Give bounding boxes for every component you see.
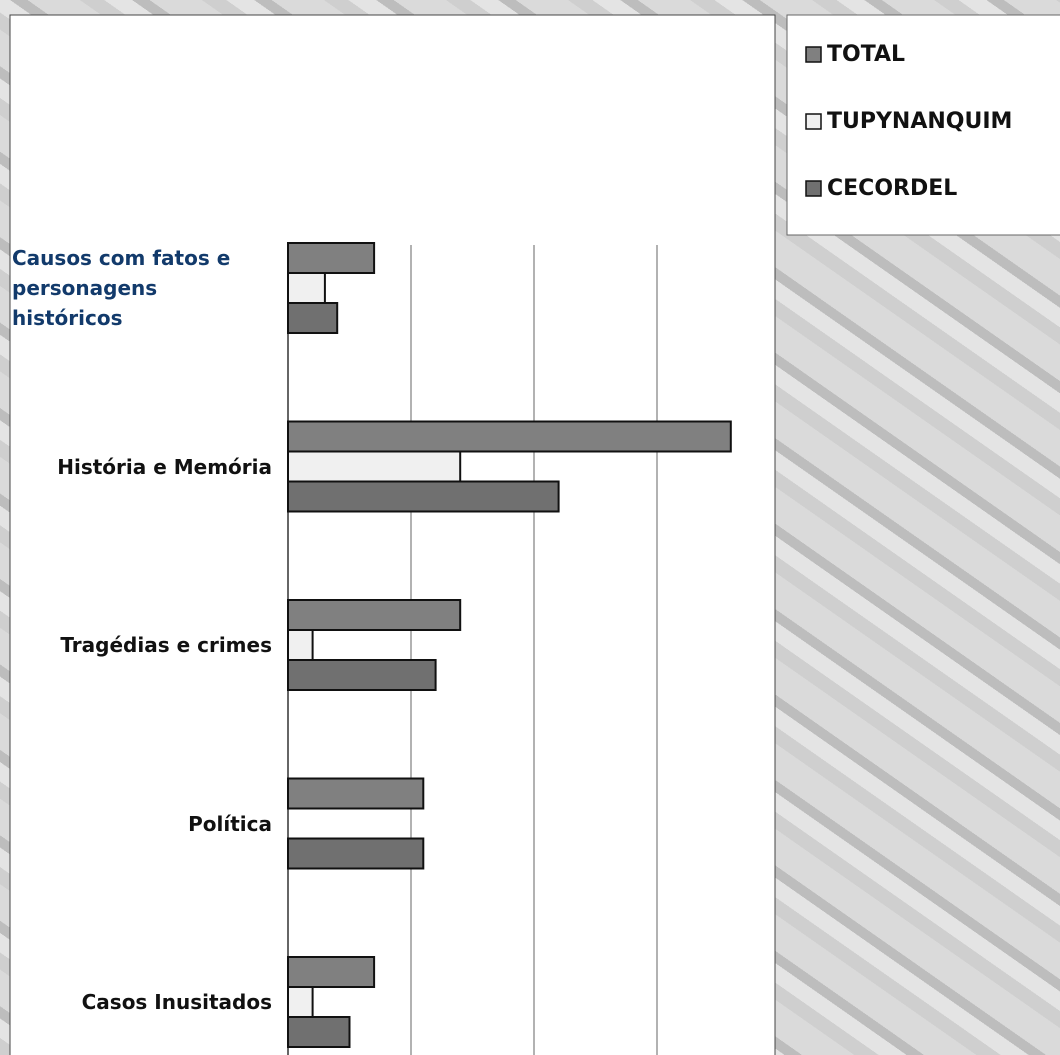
plot-panel [9, 14, 776, 1055]
bar [287, 302, 339, 334]
bar [287, 1016, 351, 1048]
bar [287, 599, 462, 631]
bar [287, 480, 560, 513]
y-tick-label: História e Memória [57, 454, 272, 479]
bar [287, 777, 425, 810]
bar [287, 420, 732, 453]
legend-swatch [805, 113, 822, 130]
legend-label: TOTAL [827, 42, 905, 67]
bar [287, 837, 425, 870]
legend-label: CECORDEL [827, 176, 957, 201]
bar [287, 272, 326, 304]
bar [287, 659, 437, 691]
y-tick-label: Causos com fatos e personagens histórico… [12, 246, 231, 330]
bar [287, 956, 376, 988]
legend-box [786, 14, 1060, 236]
y-tick-label: Tragédias e crimes [60, 633, 272, 657]
legend-swatch [805, 180, 822, 197]
y-tick-label: Casos Inusitados [81, 990, 272, 1014]
legend-label: TUPYNANQUIM [827, 109, 1012, 134]
bar [287, 986, 314, 1018]
y-tick-label: Política [188, 811, 272, 836]
bar [287, 450, 462, 483]
legend-swatch [805, 46, 822, 63]
bar [287, 629, 314, 661]
bar [287, 242, 376, 274]
